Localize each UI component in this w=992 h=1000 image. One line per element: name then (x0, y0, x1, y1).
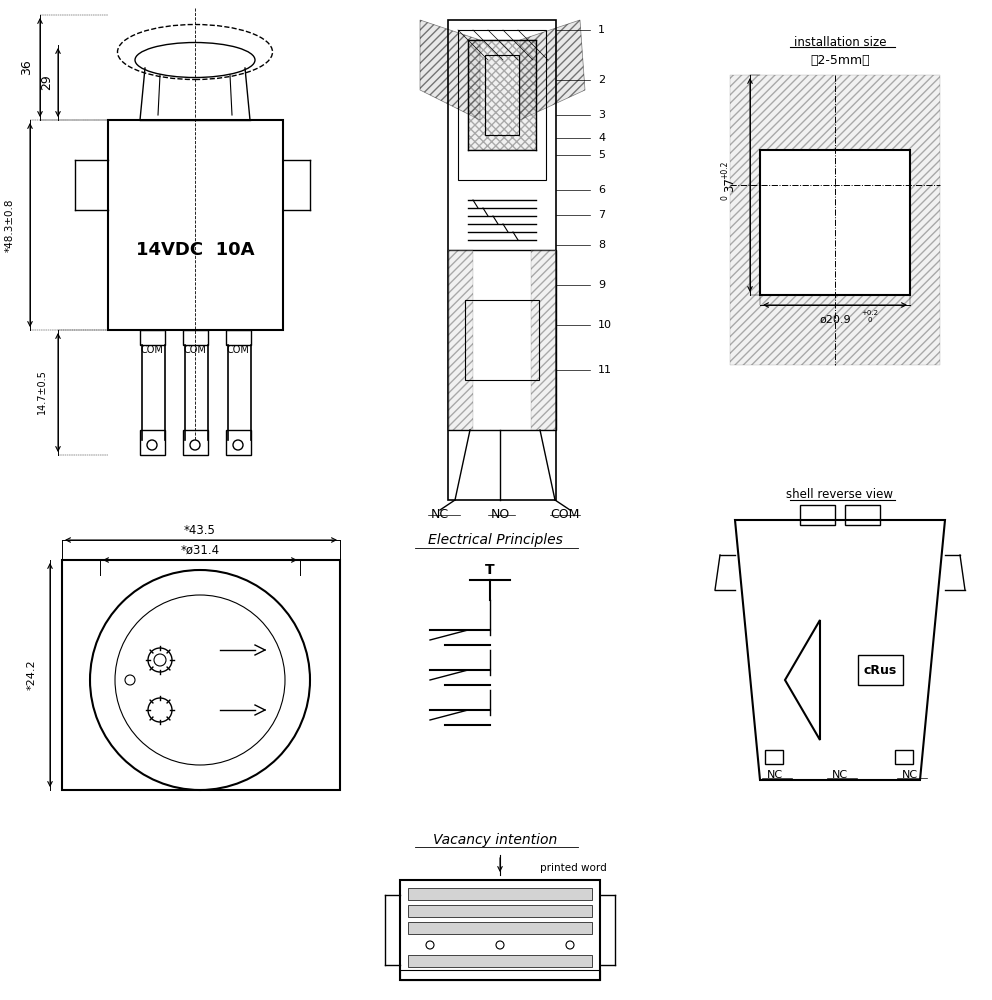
Text: +0.2: +0.2 (861, 310, 879, 316)
Bar (226, 330, 251, 345)
Bar (400, 970, 600, 980)
Text: 29: 29 (41, 74, 54, 90)
Text: 14.7±0.5: 14.7±0.5 (37, 370, 47, 414)
Circle shape (426, 941, 434, 949)
Text: COM: COM (184, 345, 206, 355)
Circle shape (233, 440, 243, 450)
Bar (226, 430, 251, 455)
Text: *24.2: *24.2 (27, 660, 37, 690)
Polygon shape (785, 620, 820, 740)
Circle shape (147, 440, 157, 450)
Circle shape (154, 654, 166, 666)
Bar (531, 250, 556, 430)
Text: 36: 36 (21, 59, 34, 75)
Text: 2: 2 (598, 75, 605, 85)
Bar (183, 330, 208, 345)
Bar (448, 20, 556, 500)
Bar (468, 40, 536, 150)
Text: installation size: installation size (794, 35, 886, 48)
Text: COM: COM (226, 345, 249, 355)
Text: 7: 7 (598, 210, 605, 220)
Text: Electrical Principles: Electrical Principles (428, 533, 562, 547)
Text: printed word: printed word (540, 863, 607, 873)
Text: NC: NC (767, 770, 783, 780)
Bar (140, 330, 165, 345)
Text: *43.5: *43.5 (185, 524, 216, 536)
Circle shape (190, 440, 200, 450)
Bar (140, 430, 165, 455)
Bar (465, 300, 539, 380)
Text: （2-5mm）: （2-5mm） (810, 53, 870, 66)
Bar (400, 880, 600, 980)
Bar (62, 560, 340, 790)
Text: NO: NO (490, 508, 510, 522)
Text: COM: COM (141, 345, 164, 355)
Text: NC: NC (431, 508, 449, 522)
Bar (108, 120, 283, 330)
Text: +0.2: +0.2 (720, 161, 729, 179)
Circle shape (125, 675, 135, 685)
Bar (858, 655, 903, 685)
Text: 11: 11 (598, 365, 612, 375)
Bar (765, 750, 783, 764)
Bar (408, 922, 592, 934)
Polygon shape (420, 20, 480, 120)
Bar (458, 30, 546, 180)
Polygon shape (735, 520, 945, 780)
Text: T: T (485, 563, 495, 577)
Text: *ø31.4: *ø31.4 (181, 544, 219, 556)
Bar (448, 250, 556, 430)
Circle shape (115, 595, 285, 765)
Text: 6: 6 (598, 185, 605, 195)
Text: 37: 37 (723, 178, 736, 192)
Polygon shape (520, 20, 585, 120)
Text: cRus: cRus (863, 664, 897, 676)
Bar (730, 75, 940, 365)
Ellipse shape (135, 42, 255, 78)
Text: shell reverse view: shell reverse view (787, 488, 894, 502)
Bar (408, 888, 592, 900)
Text: COM: COM (551, 508, 579, 522)
Text: 0: 0 (720, 196, 729, 200)
Text: NC: NC (902, 770, 918, 780)
Bar (800, 505, 835, 525)
Bar (183, 430, 208, 455)
Text: 0: 0 (868, 317, 872, 323)
Text: 14VDC  10A: 14VDC 10A (136, 241, 254, 259)
Text: 4: 4 (598, 133, 605, 143)
Text: Vacancy intention: Vacancy intention (433, 833, 558, 847)
Bar (895, 750, 913, 764)
Circle shape (566, 941, 574, 949)
Bar (760, 150, 910, 295)
Ellipse shape (117, 24, 273, 80)
Text: 8: 8 (598, 240, 605, 250)
Bar (408, 905, 592, 917)
Bar (485, 55, 519, 135)
Text: ø20.9: ø20.9 (819, 315, 851, 325)
Bar (448, 250, 473, 430)
Circle shape (496, 941, 504, 949)
Text: 10: 10 (598, 320, 612, 330)
Circle shape (148, 698, 172, 722)
Text: 5: 5 (598, 150, 605, 160)
Text: *48.3±0.8: *48.3±0.8 (5, 198, 15, 252)
Text: 1: 1 (598, 25, 605, 35)
Text: 9: 9 (598, 280, 605, 290)
Text: 3: 3 (598, 110, 605, 120)
Bar (408, 955, 592, 967)
Text: NC: NC (832, 770, 848, 780)
Bar (845, 505, 880, 525)
Circle shape (148, 648, 172, 672)
Circle shape (90, 570, 310, 790)
